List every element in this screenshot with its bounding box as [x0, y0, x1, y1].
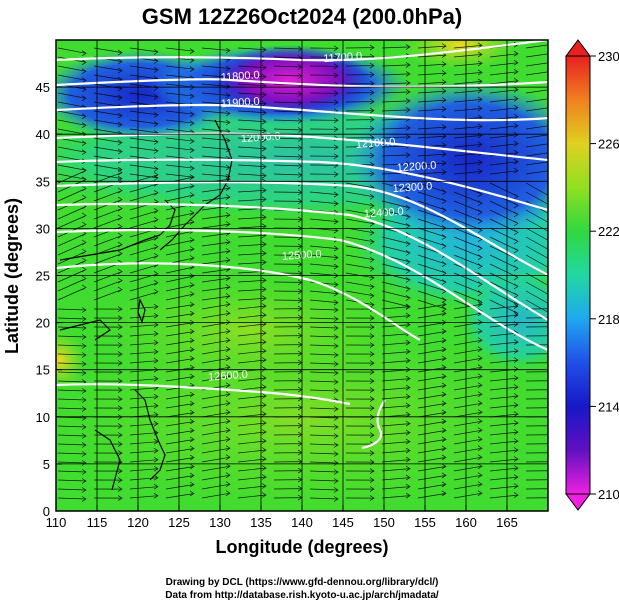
x-tick-label: 110 — [46, 515, 67, 530]
y-tick-label: 45 — [36, 80, 50, 95]
contour-12200 — [56, 181, 548, 276]
wind-streamlines — [57, 41, 548, 502]
x-tick-label: 155 — [414, 515, 436, 530]
contour-12400 — [56, 228, 548, 352]
x-axis-ticks: 110 115 120 125 130 135 140 145 150 155 160 165 — [46, 505, 518, 530]
y-tick-label: 40 — [36, 127, 50, 142]
y-tick-label: 20 — [36, 316, 50, 331]
streamline-arrows — [57, 41, 548, 502]
field-purple-core — [210, 45, 370, 115]
colorbar-max-arrow — [565, 39, 591, 57]
colorbar: 210 214 218 222 226 230 — [565, 39, 619, 511]
contour-label: 12600.0 — [208, 369, 249, 384]
coast-south-china — [59, 319, 111, 341]
y-tick-label: 5 — [43, 457, 50, 472]
credit-line-2: Data from http://database.rish.kyoto-u.a… — [165, 590, 439, 601]
credit-line-1: Drawing by DCL (https://www.gfd-dennou.o… — [166, 577, 439, 588]
x-tick-label: 120 — [127, 515, 149, 530]
colorbar-tick-label: 222 — [598, 224, 619, 239]
colorbar-min-arrow — [565, 493, 591, 511]
contour-12100 — [56, 158, 548, 212]
y-axis-ticks: 0 5 10 15 20 25 30 35 40 45 — [36, 80, 62, 519]
colorbar-tick-label: 214 — [598, 399, 619, 414]
contour-label: 12300.0 — [392, 180, 433, 195]
coast-taiwan — [137, 298, 146, 324]
coast-philippines — [134, 389, 166, 481]
contour-label: 12200.0 — [396, 160, 437, 175]
y-tick-label: 15 — [36, 363, 50, 378]
y-tick-label: 35 — [36, 174, 50, 189]
coast-japan-korea — [159, 119, 233, 251]
x-tick-label: 145 — [332, 515, 354, 530]
x-tick-label: 165 — [496, 515, 518, 530]
x-tick-label: 130 — [209, 515, 231, 530]
colorbar-tick-label: 210 — [598, 487, 619, 502]
contour-label: 11800.0 — [220, 69, 260, 84]
x-tick-label: 135 — [250, 515, 272, 530]
colorbar-gradient — [565, 55, 591, 495]
x-tick-label: 140 — [291, 515, 313, 530]
x-tick-label: 150 — [373, 515, 395, 530]
colorbar-ticks: 210 214 218 222 226 230 — [590, 49, 619, 502]
y-axis-label: Latitude (degrees) — [2, 198, 22, 354]
x-tick-label: 125 — [168, 515, 190, 530]
contour-11900 — [56, 103, 548, 122]
colorbar-tick-label: 218 — [598, 312, 619, 327]
contour-label: 12100.0 — [355, 136, 396, 151]
colorbar-tick-label: 226 — [598, 137, 619, 152]
contour-12600 — [56, 383, 351, 406]
y-tick-label: 10 — [36, 410, 50, 425]
x-tick-label: 115 — [87, 515, 108, 530]
contour-label: 11900.0 — [220, 96, 260, 111]
coast-china — [59, 234, 161, 261]
y-tick-label: 30 — [36, 221, 50, 236]
coast-borneo — [94, 429, 121, 491]
x-tick-label: 160 — [455, 515, 477, 530]
contour-12500 — [56, 262, 421, 341]
contour-12300 — [56, 202, 548, 321]
y-tick-label: 25 — [36, 269, 50, 284]
chart-title: GSM 12Z26Oct2024 (200.0hPa) — [142, 4, 462, 29]
x-axis-label: Longitude (degrees) — [215, 537, 388, 557]
field-lime-mid — [90, 270, 410, 390]
contour-11800 — [56, 78, 548, 88]
y-tick-label: 0 — [43, 504, 50, 519]
gridlines — [56, 40, 548, 511]
contour-12600-east — [361, 399, 386, 450]
contour-11700 — [56, 40, 548, 62]
colorbar-tick-label: 230 — [598, 49, 619, 64]
